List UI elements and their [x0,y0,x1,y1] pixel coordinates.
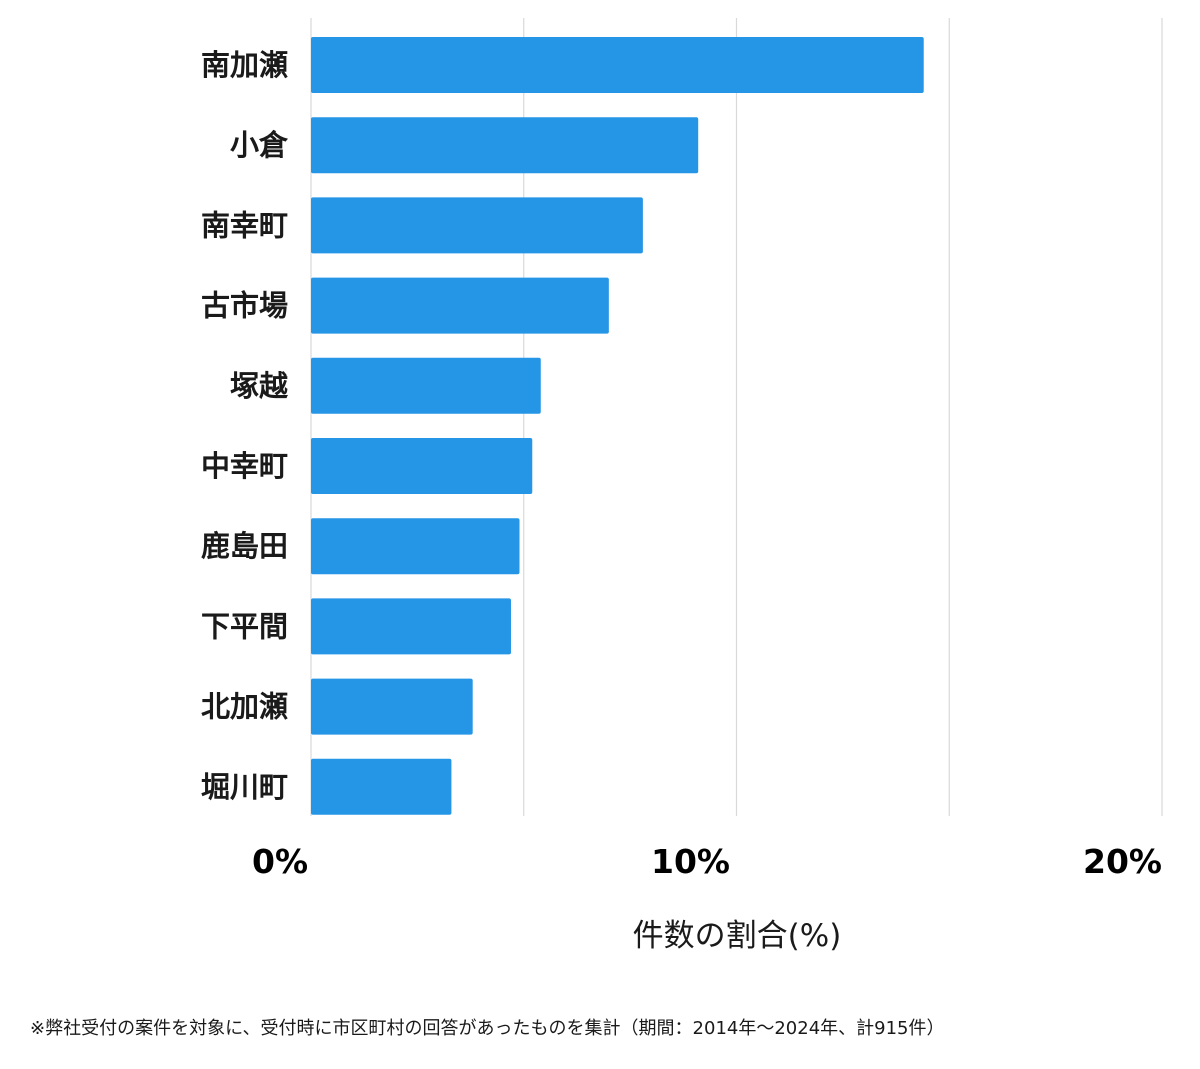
bar [311,598,511,655]
bar [311,117,699,174]
x-tick-labels: 0% 10% 20% [252,842,1162,881]
bars [311,37,924,815]
category-label: 小倉 [230,128,289,162]
bar [311,758,452,815]
bar [311,357,541,414]
x-tick-label: 0% [252,842,308,881]
x-tick-label: 10% [651,842,730,881]
category-label: 塚越 [230,369,289,403]
category-label: 南加瀬 [201,48,288,82]
category-label: 鹿島田 [201,529,288,563]
category-label: 古市場 [201,289,288,323]
footnote: ※弊社受付の案件を対象に、受付時に市区町村の回答があったものを集計（期間：201… [30,1018,945,1039]
bar [311,277,609,334]
category-label: 下平間 [201,609,288,643]
bar [311,197,643,254]
category-label: 南幸町 [201,208,288,242]
bar [311,678,473,735]
category-label: 堀川町 [201,770,288,804]
bar [311,518,520,575]
category-label: 中幸町 [201,449,288,483]
bar [311,438,533,494]
category-label: 北加瀬 [201,690,288,724]
x-tick-label: 20% [1083,842,1162,881]
x-axis-title: 件数の割合(%) [633,918,842,954]
bar [311,37,924,93]
